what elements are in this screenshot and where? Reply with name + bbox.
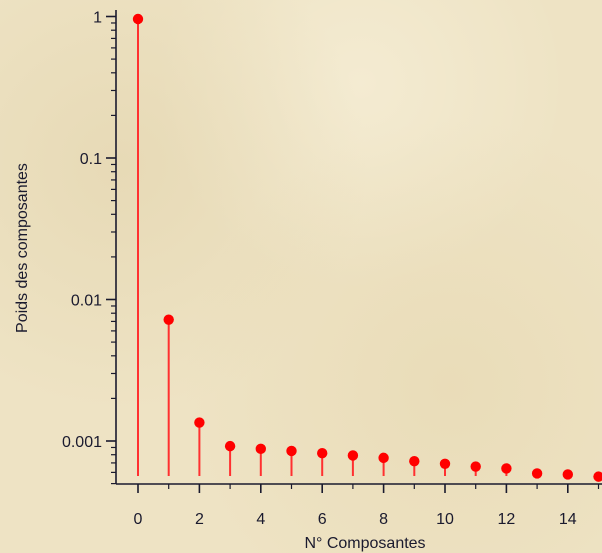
x-tick-label: 0: [134, 511, 143, 528]
y-tick-label: 0.01: [71, 293, 102, 310]
data-point: [132, 13, 144, 25]
points-group: [132, 13, 602, 482]
stems-group: [137, 19, 600, 477]
y-tick-label: 0.001: [62, 434, 102, 451]
data-point: [317, 447, 328, 459]
data-point: [501, 463, 512, 474]
data-point: [593, 471, 602, 482]
x-axis-title: N° Composantes: [304, 535, 425, 552]
data-point: [347, 450, 359, 461]
data-point: [470, 461, 481, 472]
x-tick-label: 8: [379, 511, 388, 528]
x-tick-label: 14: [559, 511, 577, 528]
x-tick-label: 2: [195, 511, 204, 528]
y-tick-label: 0.1: [80, 151, 102, 168]
data-point: [531, 468, 543, 479]
data-point: [562, 469, 573, 480]
data-point: [224, 440, 236, 452]
data-point: [409, 455, 420, 467]
data-point: [255, 443, 266, 455]
data-point: [194, 417, 205, 428]
data-point: [286, 445, 297, 457]
x-tick-label: 6: [318, 511, 327, 528]
x-tick-label: 12: [498, 511, 516, 528]
data-point: [163, 314, 174, 325]
data-point: [439, 458, 451, 470]
data-point: [378, 452, 389, 464]
y-axis-title: Poids des composantes: [14, 163, 31, 333]
x-tick-label: 4: [256, 511, 265, 528]
y-tick-label: 1: [93, 10, 102, 27]
x-tick-label: 10: [436, 511, 454, 528]
